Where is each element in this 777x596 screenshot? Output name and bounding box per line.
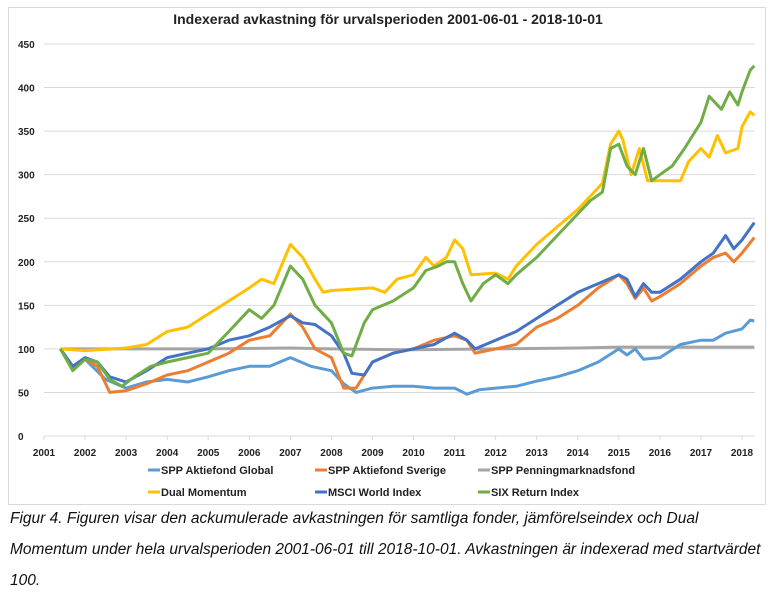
y-tick-label: 450: [18, 40, 35, 51]
series-line-spp-aktiefond-global: [59, 318, 755, 396]
x-tick-label: 2013: [526, 448, 549, 459]
y-tick-label: 250: [18, 214, 35, 225]
y-tick-label: 350: [18, 127, 35, 138]
y-tick-label: 300: [18, 171, 35, 182]
x-tick-label: 2006: [238, 448, 261, 459]
legend-label: SIX Return Index: [491, 487, 580, 499]
series-line-six-return-index: [59, 64, 756, 388]
x-tick-label: 2016: [649, 448, 672, 459]
x-tick-label: 2012: [485, 448, 508, 459]
legend-label: SPP Penningmarknadsfond: [491, 465, 635, 477]
caption-line-1: Figur 4. Figuren visar den ackumulerade …: [10, 510, 699, 527]
x-tick-label: 2007: [279, 448, 302, 459]
y-tick-label: 0: [18, 432, 24, 443]
x-tick-label: 2002: [74, 448, 97, 459]
y-tick-label: 400: [18, 84, 35, 95]
x-tick-label: 2001: [33, 448, 56, 459]
x-tick-label: 2004: [156, 448, 179, 459]
chart-title: Indexerad avkastning för urvalsperioden …: [173, 11, 603, 27]
x-tick-label: 2008: [320, 448, 343, 459]
series-line-spp-aktiefond-sverige: [59, 236, 756, 394]
legend-label: MSCI World Index: [328, 487, 422, 499]
series-line-dual-momentum: [60, 110, 756, 353]
legend-label: SPP Aktiefond Global: [161, 465, 273, 477]
x-tick-label: 2015: [608, 448, 631, 459]
series-line-msci-world-index: [59, 221, 756, 384]
line-chart: Indexerad avkastning för urvalsperioden …: [18, 11, 756, 499]
y-tick-label: 150: [18, 301, 35, 312]
legend-label: Dual Momentum: [161, 487, 247, 499]
x-tick-label: 2005: [197, 448, 220, 459]
caption-line-3: 100.: [10, 572, 41, 589]
chart-frame: [8, 7, 766, 505]
y-tick-label: 200: [18, 258, 35, 269]
y-tick-label: 100: [18, 345, 35, 356]
y-tick-label: 50: [18, 388, 30, 399]
x-tick-label: 2018: [731, 448, 754, 459]
x-tick-label: 2009: [361, 448, 384, 459]
x-tick-label: 2011: [444, 448, 466, 459]
caption-line-2: Momentum under hela urvalsperioden 2001-…: [10, 541, 761, 558]
figure-caption: Figur 4. Figuren visar den ackumulerade …: [10, 503, 770, 596]
x-tick-label: 2014: [567, 448, 590, 459]
x-tick-label: 2003: [115, 448, 138, 459]
x-tick-label: 2017: [690, 448, 713, 459]
legend-label: SPP Aktiefond Sverige: [328, 465, 446, 477]
x-tick-label: 2010: [402, 448, 425, 459]
